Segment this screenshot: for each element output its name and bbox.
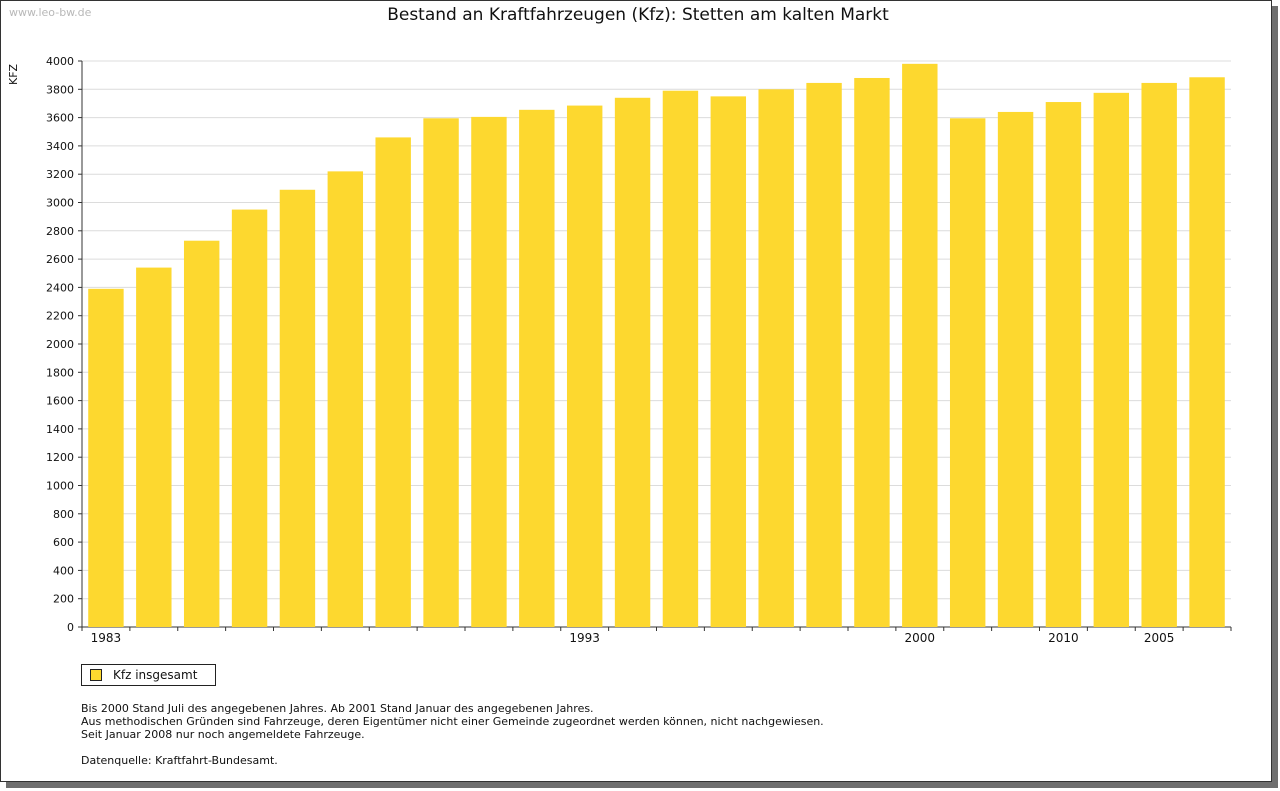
legend-swatch-kfz: [90, 669, 102, 681]
bar: [806, 82, 842, 628]
bar: [949, 118, 986, 628]
bar: [183, 240, 220, 627]
x-tick-label: 2010: [1048, 631, 1079, 645]
x-tick-label: 1983: [91, 631, 122, 645]
y-tick-label: 1200: [46, 451, 74, 464]
y-tick-label: 0: [67, 621, 74, 634]
bar: [375, 137, 411, 627]
footnote-line: Seit Januar 2008 nur noch angemeldete Fa…: [81, 728, 365, 741]
bar: [902, 63, 938, 627]
bar: [327, 171, 364, 627]
y-tick-label: 3200: [46, 168, 74, 181]
y-tick-label: 800: [53, 508, 74, 521]
y-tick-label: 200: [53, 593, 74, 606]
x-tick-label: 2005: [1144, 631, 1175, 645]
bar: [1189, 77, 1225, 627]
legend-label-kfz: Kfz insgesamt: [113, 668, 198, 682]
y-tick-label: 2200: [46, 310, 74, 323]
bar: [136, 267, 172, 627]
y-tick-label: 3000: [46, 197, 74, 210]
data-source: Datenquelle: Kraftfahrt-Bundesamt.: [81, 754, 278, 767]
y-tick-label: 3400: [46, 140, 74, 153]
y-tick-label: 1000: [46, 480, 74, 493]
bar: [758, 89, 794, 628]
x-tick-label: 1993: [569, 631, 600, 645]
bar: [854, 77, 890, 628]
y-tick-label: 3600: [46, 112, 74, 125]
y-tick-label: 400: [53, 564, 74, 577]
bar: [997, 111, 1034, 627]
bar: [279, 189, 316, 627]
bar: [1045, 102, 1082, 627]
footnote-line: Aus methodischen Gründen sind Fahrzeuge,…: [81, 715, 824, 728]
bar: [710, 96, 747, 627]
y-tick-label: 600: [53, 536, 74, 549]
bar: [471, 116, 507, 627]
y-tick-label: 2400: [46, 281, 74, 294]
footnotes: Bis 2000 Stand Juli des angegebenen Jahr…: [81, 702, 824, 741]
footnote-line: Bis 2000 Stand Juli des angegebenen Jahr…: [81, 702, 594, 715]
y-tick-label: 1800: [46, 366, 74, 379]
bar: [566, 105, 603, 627]
y-tick-label: 1600: [46, 395, 74, 408]
y-tick-label: 4000: [46, 55, 74, 68]
bar: [1093, 92, 1130, 627]
watermark-text: www.leo-bw.de: [9, 6, 92, 19]
y-tick-label: 3800: [46, 83, 74, 96]
bar: [1141, 82, 1177, 628]
bar: [88, 288, 124, 627]
y-tick-label: 1400: [46, 423, 74, 436]
x-tick-label: 2000: [905, 631, 936, 645]
bar: [662, 90, 699, 628]
bar: [614, 97, 651, 628]
y-tick-label: 2600: [46, 253, 74, 266]
y-tick-label: 2800: [46, 225, 74, 238]
bar: [231, 209, 268, 627]
bar: [423, 118, 459, 628]
bar: [519, 109, 555, 627]
legend: Kfz insgesamt: [81, 664, 216, 686]
y-tick-label: 2000: [46, 338, 74, 351]
bar-chart: 0 200 400 600 800 1000 1200 1400 1600 1800 2000 220…: [46, 55, 1232, 645]
chart-title: Bestand an Kraftfahrzeugen (Kfz): Stette…: [387, 5, 889, 25]
